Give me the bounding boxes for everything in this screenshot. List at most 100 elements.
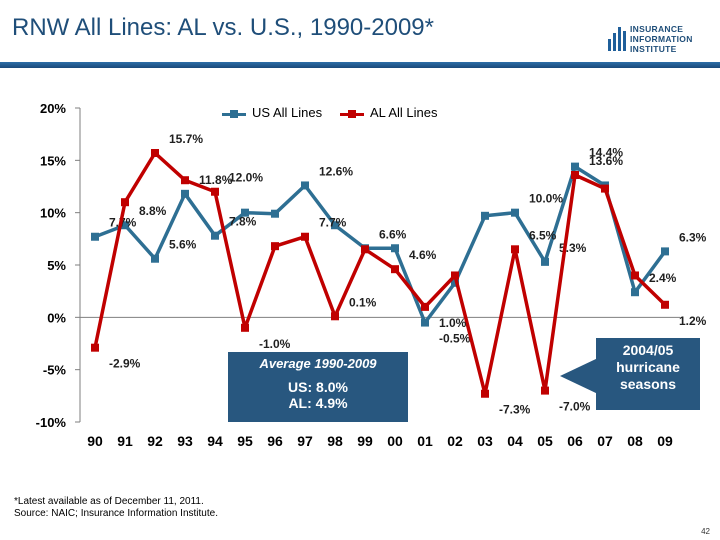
data-point-us [541,257,549,266]
callout-line-1: 2004/05 [622,342,674,358]
data-label-us: 7.7% [109,216,137,230]
page-number: 42 [701,527,710,536]
x-tick-label: 04 [507,433,523,449]
x-tick-label: 09 [657,433,673,449]
callout-line-2: hurricane [616,359,680,375]
logo-line-1: INSURANCE [630,24,684,34]
data-point-us [241,208,249,217]
data-label-al: -7.3% [499,403,531,417]
x-tick-label: 92 [147,433,163,449]
data-point-al [481,389,489,398]
data-point-us [211,231,219,240]
callout-line-3: seasons [619,376,677,392]
average-box: Average 1990-2009 US: 8.0% AL: 4.9% [228,352,408,422]
data-label-us: 11.8% [199,173,233,187]
footnote-line-1: *Latest available as of December 11, 201… [14,496,204,507]
data-point-al [211,187,219,196]
average-us: US: 8.0% [288,379,348,395]
data-label-al: 15.7% [169,132,203,146]
data-point-al [601,184,609,193]
data-label-al: 7.7% [319,216,347,230]
data-point-al [91,343,99,352]
data-label-al: 1.0% [439,316,467,330]
data-point-al [631,271,639,280]
x-tick-label: 96 [267,433,283,449]
average-al: AL: 4.9% [288,395,348,411]
series-line-us [94,164,667,325]
y-tick-label: 10% [40,206,66,221]
legend-swatch-us [222,110,246,118]
data-point-al [151,149,159,158]
x-tick-label: 90 [87,433,103,449]
x-tick-label: 03 [477,433,493,449]
data-point-us [421,318,429,327]
callout-arrow [560,358,598,394]
data-label-us: 7.8% [229,215,257,229]
data-label-al: -1.0% [259,337,291,351]
data-label-al: -2.9% [109,357,141,371]
data-label-us: 6.3% [679,230,707,244]
data-point-al [241,323,249,332]
data-point-al [181,176,189,185]
data-point-us [481,211,489,220]
data-point-us [181,189,189,198]
data-label-us: 2.4% [649,271,677,285]
data-point-us [391,244,399,253]
x-tick-label: 95 [237,433,253,449]
data-point-al [421,302,429,311]
data-point-us [331,221,339,230]
data-point-us [271,209,279,218]
x-tick-label: 06 [567,433,583,449]
data-point-al [301,232,309,241]
y-tick-label: 5% [47,258,66,273]
y-tick-label: -10% [36,415,67,430]
footnote: *Latest available as of December 11, 201… [14,496,218,520]
x-tick-label: 02 [447,433,463,449]
x-tick-label: 05 [537,433,553,449]
x-tick-label: 99 [357,433,373,449]
legend-swatch-al [340,110,364,118]
data-label-us: 10.0% [529,192,563,206]
iii-logo: INSURANCE INFORMATION INSTITUTE [608,24,712,58]
data-label-us: 5.6% [169,238,197,252]
data-label-us: -0.5% [439,332,471,346]
data-point-us [91,232,99,241]
data-point-us [151,254,159,263]
data-point-al [121,198,129,207]
y-tick-label: -5% [43,363,67,378]
data-label-us: 8.8% [139,204,167,218]
rnw-line-chart: 20% 15% 10% 5% 0% -5% -10% 90 91 92 93 94 95 96 97 98 99… [36,101,707,449]
average-title: Average 1990-2009 [259,356,377,371]
y-tick-label: 15% [40,153,66,168]
logo-line-3: INSTITUTE [630,44,677,54]
data-point-al [361,245,369,254]
x-tick-label: 91 [117,433,133,449]
data-label-al: 13.6% [589,154,623,168]
data-point-us [121,221,129,230]
data-point-al [391,265,399,274]
x-tick-label: 94 [207,433,223,449]
data-label-us: 14.4% [589,146,623,160]
series-line-al [93,151,667,396]
x-tick-label: 00 [387,433,403,449]
data-label-al: 12.0% [229,171,263,185]
data-point-us [631,288,639,297]
legend-label-us: US All Lines [252,105,323,120]
data-label-us: 6.6% [379,227,407,241]
y-tick-label: 20% [40,101,66,116]
data-label-us: 12.6% [319,164,353,178]
hurricane-callout: 2004/05 hurricane seasons [596,338,700,410]
data-point-al [511,245,519,254]
data-label-al: 6.5% [529,228,557,242]
data-point-us [451,278,459,287]
data-point-us [511,208,519,217]
data-label-al: 1.2% [679,314,707,328]
x-tick-label: 93 [177,433,193,449]
legend-label-al: AL All Lines [370,105,438,120]
data-point-al [451,271,459,280]
data-point-us [301,181,309,190]
data-point-al [661,300,669,309]
data-point-al [271,242,279,251]
data-point-al [541,386,549,395]
data-point-us [661,247,669,256]
